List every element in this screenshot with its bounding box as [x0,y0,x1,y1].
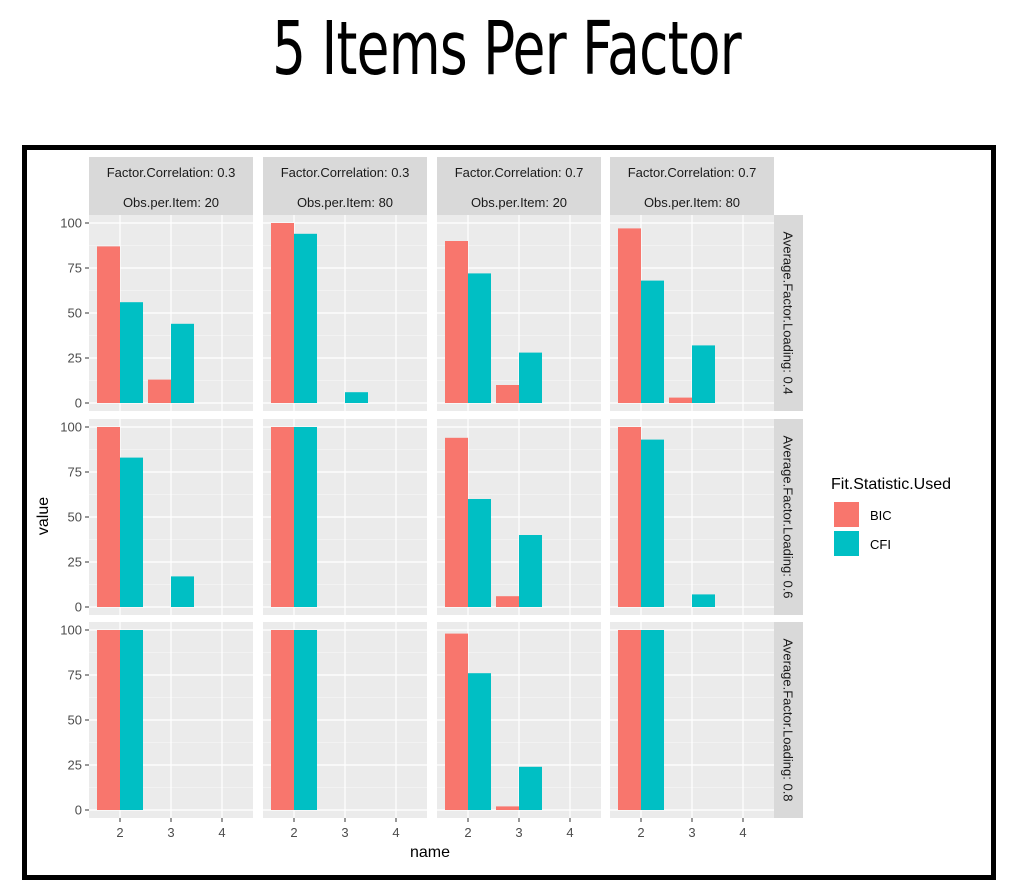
y-tick-label: 50 [68,713,82,728]
row-strip [774,622,803,818]
y-tick-label: 100 [60,216,82,231]
bar-bic [445,437,468,607]
x-tick-label: 4 [739,825,746,840]
bar-cfi [171,576,194,607]
y-tick-label: 25 [68,758,82,773]
col-strip [610,157,774,215]
bar-cfi [171,323,194,403]
page-title: 5 Items Per Factor [272,6,742,92]
col-strip-label: Factor.Correlation: 0.3 [107,165,236,180]
y-tick-label: 0 [75,803,82,818]
x-tick-label: 2 [464,825,471,840]
bar-cfi [345,392,368,403]
col-strip-label: Factor.Correlation: 0.7 [455,165,584,180]
x-tick-label: 3 [515,825,522,840]
row-strip-label: Average.Factor.Loading: 0.8 [781,638,796,801]
bar-cfi [120,302,143,403]
y-axis-title: value [35,497,52,535]
row-strip [774,215,803,411]
bar-bic [496,806,519,810]
bar-bic [618,228,641,403]
bar-bic [97,630,120,810]
col-strip-label: Obs.per.Item: 20 [471,195,567,210]
x-tick-label: 4 [392,825,399,840]
bar-bic [445,633,468,810]
bar-cfi [120,630,143,810]
bar-bic [271,427,294,607]
y-tick-label: 0 [75,600,82,615]
x-tick-label: 3 [688,825,695,840]
bar-cfi [641,280,664,403]
legend-label: BIC [870,508,892,523]
bar-cfi [468,673,491,810]
bar-cfi [519,766,542,810]
y-tick-label: 100 [60,623,82,638]
bar-cfi [468,499,491,607]
x-tick-label: 2 [290,825,297,840]
bar-cfi [692,345,715,403]
y-tick-label: 25 [68,351,82,366]
col-strip-label: Factor.Correlation: 0.3 [281,165,410,180]
bar-bic [496,385,519,403]
col-strip [263,157,427,215]
bar-cfi [294,233,317,403]
col-strip [89,157,253,215]
bar-bic [618,630,641,810]
col-strip-label: Obs.per.Item: 20 [123,195,219,210]
legend-key-bic [834,502,859,527]
legend-title: Fit.Statistic.Used [831,476,951,493]
bar-cfi [120,457,143,607]
bar-bic [97,246,120,403]
bar-bic [97,427,120,607]
bar-cfi [294,630,317,810]
row-strip [774,419,803,615]
x-tick-label: 4 [566,825,573,840]
y-tick-label: 75 [68,261,82,276]
bar-cfi [468,273,491,403]
x-tick-label: 2 [637,825,644,840]
y-tick-label: 75 [68,668,82,683]
col-strip-label: Obs.per.Item: 80 [297,195,393,210]
row-strip-label: Average.Factor.Loading: 0.6 [781,435,796,598]
bar-bic [271,223,294,403]
legend-key-cfi [834,531,859,556]
y-tick-label: 50 [68,510,82,525]
y-tick-label: 50 [68,306,82,321]
col-strip-label: Obs.per.Item: 80 [644,195,740,210]
bar-cfi [641,630,664,810]
col-strip-label: Factor.Correlation: 0.7 [628,165,757,180]
x-axis-title: name [410,844,450,861]
legend-label: CFI [870,537,891,552]
bar-cfi [519,535,542,607]
bar-cfi [294,427,317,607]
bar-bic [148,379,171,403]
y-tick-label: 25 [68,555,82,570]
bar-bic [618,427,641,607]
x-tick-label: 2 [116,825,123,840]
bar-cfi [519,352,542,403]
bar-bic [669,397,692,403]
row-strip-label: Average.Factor.Loading: 0.4 [781,231,796,394]
bar-cfi [692,594,715,607]
col-strip [437,157,601,215]
y-tick-label: 0 [75,396,82,411]
bar-bic [445,241,468,403]
x-tick-label: 3 [341,825,348,840]
x-tick-label: 4 [218,825,225,840]
x-tick-label: 3 [167,825,174,840]
bar-cfi [641,439,664,607]
bar-bic [496,596,519,607]
y-tick-label: 75 [68,465,82,480]
y-tick-label: 100 [60,420,82,435]
bar-bic [271,630,294,810]
